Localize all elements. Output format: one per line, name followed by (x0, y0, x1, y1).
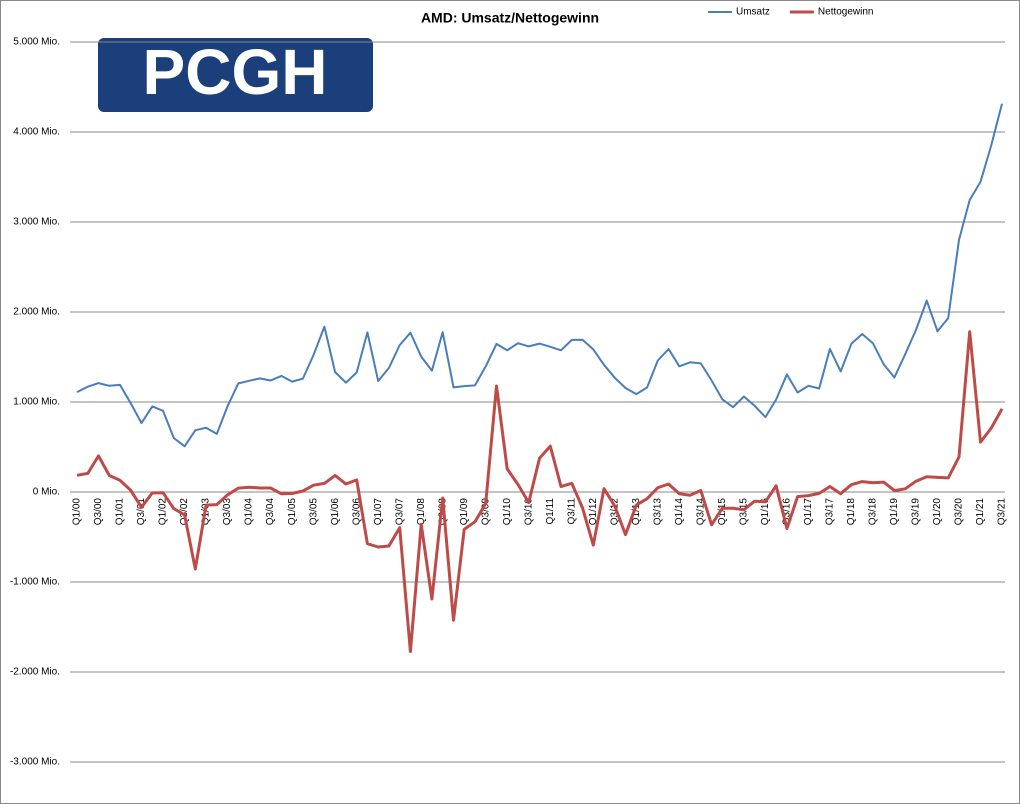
x-tick-label: Q1/07 (373, 498, 384, 526)
x-tick-label: Q3/16 (782, 498, 793, 526)
x-tick-label: Q1/13 (631, 498, 642, 526)
x-tick-label: Q3/05 (308, 498, 319, 526)
y-tick-label: -1.000 Mio. (10, 577, 60, 588)
x-tick-label: Q1/10 (502, 498, 513, 526)
x-tick-label: Q1/19 (889, 498, 900, 526)
x-tick-label: Q1/20 (932, 498, 943, 526)
x-tick-label: Q1/18 (846, 498, 857, 526)
x-tick-label: Q1/01 (115, 498, 126, 526)
x-tick-label: Q3/10 (523, 498, 534, 526)
y-tick-label: 4.000 Mio. (13, 127, 60, 138)
x-tick-label: Q3/07 (394, 498, 405, 526)
x-tick-label: Q1/12 (588, 498, 599, 526)
y-tick-label: 3.000 Mio. (13, 217, 60, 228)
series-line (76, 330, 1004, 653)
x-tick-label: Q3/18 (868, 498, 879, 526)
x-tick-label: Q3/04 (265, 498, 276, 526)
y-tick-label: 0 Mio. (33, 487, 60, 498)
x-tick-label: Q3/20 (954, 498, 965, 526)
legend-label: Nettogewinn (818, 7, 874, 18)
x-tick-label: Q3/03 (222, 498, 233, 526)
x-tick-label: Q1/08 (416, 498, 427, 526)
x-tick-label: Q3/19 (911, 498, 922, 526)
x-tick-label: Q3/01 (136, 498, 147, 526)
y-tick-label: 2.000 Mio. (13, 307, 60, 318)
x-tick-label: Q1/00 (72, 498, 83, 526)
logo-text: PCGH (143, 36, 328, 108)
x-tick-label: Q1/14 (674, 498, 685, 526)
x-tick-label: Q1/09 (459, 498, 470, 526)
x-tick-label: Q1/21 (975, 498, 986, 526)
x-tick-label: Q3/00 (93, 498, 104, 526)
x-tick-label: Q3/14 (695, 498, 706, 526)
x-tick-label: Q1/06 (330, 498, 341, 526)
x-tick-label: Q3/09 (480, 498, 491, 526)
x-tick-label: Q3/12 (609, 498, 620, 526)
x-tick-label: Q3/11 (566, 498, 577, 525)
x-tick-label: Q3/13 (652, 498, 663, 526)
legend: Umsatz Nettogewinn (708, 7, 874, 18)
x-tick-label: Q1/02 (158, 498, 169, 526)
y-tick-label: 5.000 Mio. (13, 37, 60, 48)
x-tick-label: Q3/17 (825, 498, 836, 526)
x-tick-label: Q3/06 (351, 498, 362, 526)
logo: PCGH (98, 36, 373, 112)
x-tick-label: Q1/17 (803, 498, 814, 526)
y-tick-label: 1.000 Mio. (13, 397, 60, 408)
y-tick-label: -3.000 Mio. (10, 757, 60, 768)
x-tick-label: Q3/02 (179, 498, 190, 526)
legend-label: Umsatz (736, 7, 770, 18)
series-line (76, 103, 1003, 448)
x-tick-label: Q3/21 (997, 498, 1008, 526)
chart-title: AMD: Umsatz/Nettogewinn (421, 10, 599, 26)
x-tick-label: Q1/15 (717, 498, 728, 526)
x-tick-label: Q1/11 (545, 498, 556, 525)
y-tick-label: -2.000 Mio. (10, 667, 60, 678)
logo-box (98, 38, 373, 112)
x-tick-label: Q1/16 (760, 498, 771, 526)
x-tick-label: Q1/04 (244, 498, 255, 526)
x-tick-label: Q1/05 (287, 498, 298, 526)
x-tick-label: Q3/15 (739, 498, 750, 526)
